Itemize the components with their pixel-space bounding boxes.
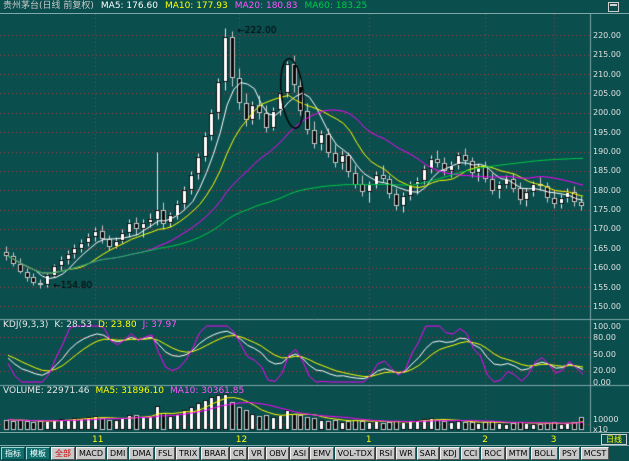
date-axis: 11 12 1 2 3 日线 — [0, 432, 629, 445]
candlestick-chart-canvas[interactable] — [0, 14, 629, 432]
kdj-d-value: D: 23.80 — [97, 320, 137, 330]
axis-label: x10 — [593, 425, 608, 434]
axis-label: 155.00 — [593, 282, 621, 292]
kdj-j-value: J: 37.97 — [142, 320, 177, 330]
axis-label: 150.00 — [593, 301, 621, 311]
axis-label: 190.00 — [593, 147, 621, 156]
date-tick-label: 12 — [235, 435, 248, 445]
indicator-toolbar: 指标 模板 全部 MACD DMI DMA FSL TRIX BRAR CR VR OBV ASI… — [0, 445, 629, 461]
indicator-button-asi[interactable]: ASI — [290, 447, 310, 460]
kdj-header: KDJ(9,3,3) K: 28.53 D: 23.80 J: 37.97 — [3, 320, 183, 331]
window-icon[interactable] — [608, 2, 619, 12]
stock-title: 贵州茅台(日线 前复权) — [3, 1, 94, 11]
indicator-button-fsl[interactable]: FSL — [154, 447, 175, 460]
axis-label: 180.00 — [593, 185, 621, 195]
indicator-button-group: MACD DMI DMA FSL TRIX BRAR CR VR OBV ASI EMV VOL-TD… — [76, 447, 610, 460]
date-tick-label: 11 — [92, 435, 104, 445]
indicator-button-macd[interactable]: MACD — [76, 447, 106, 460]
axis-label: 185.00 — [593, 166, 621, 176]
ma10-value: MA10: 177.93 — [164, 1, 228, 11]
axis-label: 175.00 — [593, 205, 621, 215]
ma5-value: MA5: 176.60 — [100, 1, 158, 11]
volume-header: VOLUME: 22971.46 MA5: 31896.10 MA10: 30361… — [3, 386, 250, 397]
axis-label: 10000 — [593, 415, 619, 425]
indicator-button-dma[interactable]: DMA — [129, 447, 154, 460]
indicator-button-obv[interactable]: OBV — [266, 447, 290, 460]
axis-label: 80.00 — [593, 332, 616, 342]
tab-templates[interactable]: 模板 — [26, 447, 50, 460]
chart-header: 贵州茅台(日线 前复权) MA5: 176.60 MA10: 177.93 MA20:… — [0, 0, 629, 14]
indicator-button-dmi[interactable]: DMI — [106, 447, 129, 460]
indicator-button-kdj[interactable]: KDJ — [439, 447, 460, 460]
axis-label: 200.00 — [593, 108, 621, 118]
indicator-button-mtm[interactable]: MTM — [505, 447, 531, 460]
kdj-k-value: K: 28.53 — [54, 320, 92, 330]
ma60-value: MA60: 183.25 — [304, 1, 368, 11]
axis-label: 20.00 — [593, 366, 616, 376]
indicator-button-wr[interactable]: WR — [396, 447, 416, 460]
indicator-button-rsi[interactable]: RSI — [376, 447, 396, 460]
tab-indicators[interactable]: 指标 — [1, 447, 25, 460]
volume-ma5-value: MA5: 31896.10 — [95, 386, 165, 396]
axis-label: 100.00 — [593, 321, 621, 331]
indicator-button-sar[interactable]: SAR — [416, 447, 439, 460]
axis-label: 170.00 — [593, 224, 621, 234]
indicator-button-trix[interactable]: TRIX — [175, 447, 201, 460]
date-tick-label: 2 — [482, 435, 489, 445]
axis-label: 160.00 — [593, 263, 621, 273]
indicator-button-emv[interactable]: EMV — [310, 447, 334, 460]
date-tick-label: 3 — [550, 435, 557, 445]
ma20-value: MA20: 180.83 — [234, 1, 298, 11]
tab-all[interactable]: 全部 — [51, 447, 75, 460]
volume-ma10-value: MA10: 30361.85 — [170, 386, 245, 396]
indicator-button-psy[interactable]: PSY — [558, 447, 580, 460]
axis-label: 0.00 — [593, 377, 611, 387]
indicator-button-brar[interactable]: BRAR — [201, 447, 230, 460]
kdj-label: KDJ(9,3,3) — [3, 320, 49, 330]
axis-label: 205.00 — [593, 88, 621, 98]
date-tick-label: 1 — [365, 435, 372, 445]
period-button[interactable]: 日线 — [601, 434, 627, 445]
axis-label: 165.00 — [593, 243, 621, 253]
indicator-button-cr[interactable]: CR — [230, 447, 248, 460]
indicator-button-vr[interactable]: VR — [248, 447, 266, 460]
volume-value: VOLUME: 22971.46 — [3, 386, 90, 396]
axis-label: 195.00 — [593, 127, 621, 137]
indicator-button-boll[interactable]: BOLL — [531, 447, 558, 460]
indicator-button-mcst[interactable]: MCST — [580, 447, 610, 460]
indicator-button-cci[interactable]: CCI — [460, 447, 481, 460]
indicator-button-roc[interactable]: ROC — [481, 447, 505, 460]
axis-label: 215.00 — [593, 50, 621, 60]
axis-label: 210.00 — [593, 69, 621, 79]
axis-label: 220.00 — [593, 30, 621, 40]
indicator-button-vol-tdx[interactable]: VOL-TDX — [334, 447, 376, 460]
axis-label: 50.00 — [593, 349, 616, 359]
